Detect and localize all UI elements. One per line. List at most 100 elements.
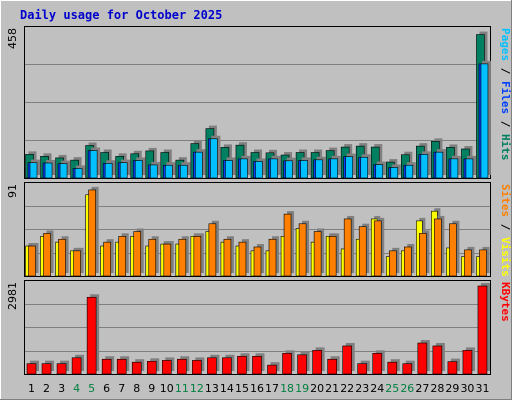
- bar-kbytes: [71, 357, 82, 375]
- chart-title: Daily usage for October 2025: [20, 8, 222, 22]
- bar-kbytes: [56, 363, 67, 375]
- y-max-label: 458: [6, 28, 19, 49]
- x-tick-label: 19: [295, 382, 309, 395]
- bar-pages: [300, 160, 308, 179]
- x-tick-label: 30: [460, 382, 474, 395]
- bar-pages: [74, 168, 83, 179]
- x-tick-label: 12: [190, 382, 204, 395]
- bar-sites: [388, 250, 397, 277]
- bar-pages: [44, 162, 53, 179]
- bar-pages: [134, 160, 143, 179]
- bar-sites: [163, 243, 172, 277]
- bar-kbytes: [312, 350, 322, 375]
- legend-entry: KBytes: [499, 282, 512, 322]
- bar-sites: [419, 233, 427, 277]
- bar-pages: [405, 164, 414, 179]
- bar-pages: [164, 164, 173, 179]
- bar-sites: [479, 249, 487, 277]
- bar-kbytes: [432, 345, 443, 375]
- bar-sites: [434, 218, 442, 277]
- bar-kbytes: [116, 358, 127, 375]
- x-tick-label: 1: [28, 382, 35, 395]
- y-max-label: 2981: [6, 282, 19, 310]
- bar-pages: [29, 162, 38, 179]
- bar-kbytes: [282, 353, 292, 375]
- x-tick-label: 21: [325, 382, 339, 395]
- bar-sites: [58, 238, 66, 277]
- x-tick-label: 13: [205, 382, 219, 395]
- legend-entry: Pages: [499, 28, 512, 61]
- bar-kbytes: [146, 361, 157, 375]
- x-tick-label: 28: [430, 382, 444, 395]
- x-tick-label: 10: [160, 382, 174, 395]
- x-tick-label: 25: [385, 382, 399, 395]
- bar-sites: [88, 189, 96, 277]
- bar-sites: [253, 246, 262, 277]
- bar-pages: [89, 150, 98, 179]
- bar-sites: [118, 236, 126, 277]
- x-tick-label: 29: [445, 382, 459, 395]
- bar-kbytes: [222, 357, 232, 375]
- bar-sites: [283, 213, 292, 277]
- x-tick-label: 18: [280, 382, 294, 395]
- bar-sites: [133, 231, 142, 277]
- y-max-label: 91: [6, 184, 19, 198]
- bar-sites: [298, 223, 307, 277]
- bar-kbytes: [131, 361, 142, 375]
- bar-kbytes: [387, 361, 398, 375]
- bar-pages: [255, 161, 263, 179]
- x-tick-label: 17: [265, 382, 279, 395]
- bar-pages: [240, 158, 248, 179]
- x-tick-label: 4: [73, 382, 80, 395]
- bar-pages: [59, 163, 68, 179]
- bar-pages: [480, 63, 489, 179]
- bar-kbytes: [101, 358, 112, 375]
- bar-kbytes: [252, 355, 262, 375]
- bar-sites: [178, 238, 187, 277]
- legend-entry: Files: [499, 81, 512, 114]
- bar-pages: [465, 158, 474, 179]
- bar-kbytes: [327, 358, 337, 375]
- legend-entry: Hits: [499, 134, 512, 161]
- bar-pages: [390, 167, 399, 179]
- bar-sites: [358, 226, 367, 277]
- x-tick-label: 9: [148, 382, 155, 395]
- bar-kbytes: [342, 345, 352, 375]
- x-tick-label: 15: [235, 382, 249, 395]
- bar-kbytes: [192, 360, 202, 375]
- legend-entry: Sites: [499, 184, 512, 217]
- bar-pages: [210, 138, 218, 179]
- bar-kbytes: [177, 358, 187, 375]
- bar-pages: [330, 158, 338, 179]
- bar-sites: [223, 238, 232, 277]
- bar-pages: [315, 159, 323, 179]
- bar-sites: [208, 223, 217, 277]
- bar-kbytes: [447, 361, 458, 375]
- bar-pages: [285, 160, 293, 179]
- x-tick-label: 8: [133, 382, 140, 395]
- bar-sites: [449, 223, 457, 277]
- legend-entry: Visits: [499, 237, 512, 277]
- bar-kbytes: [161, 360, 172, 375]
- bar-pages: [375, 164, 384, 179]
- bar-pages: [270, 158, 278, 179]
- bar-kbytes: [207, 357, 217, 375]
- bar-kbytes: [402, 363, 413, 375]
- bar-kbytes: [297, 354, 307, 375]
- bar-sites: [238, 241, 247, 277]
- bar-sites: [313, 231, 322, 277]
- bar-pages: [149, 164, 158, 179]
- legend: Pages / Files / Hits: [499, 28, 512, 161]
- bar-pages: [420, 154, 429, 179]
- legend: KBytes: [499, 282, 512, 322]
- bar-kbytes: [417, 342, 428, 375]
- x-tick-label: 3: [58, 382, 65, 395]
- bar-sites: [373, 220, 382, 277]
- bar-kbytes: [41, 363, 52, 375]
- x-tick-label: 14: [220, 382, 234, 395]
- bar-pages: [345, 156, 353, 179]
- x-tick-label: 6: [103, 382, 110, 395]
- bar-sites: [43, 233, 51, 277]
